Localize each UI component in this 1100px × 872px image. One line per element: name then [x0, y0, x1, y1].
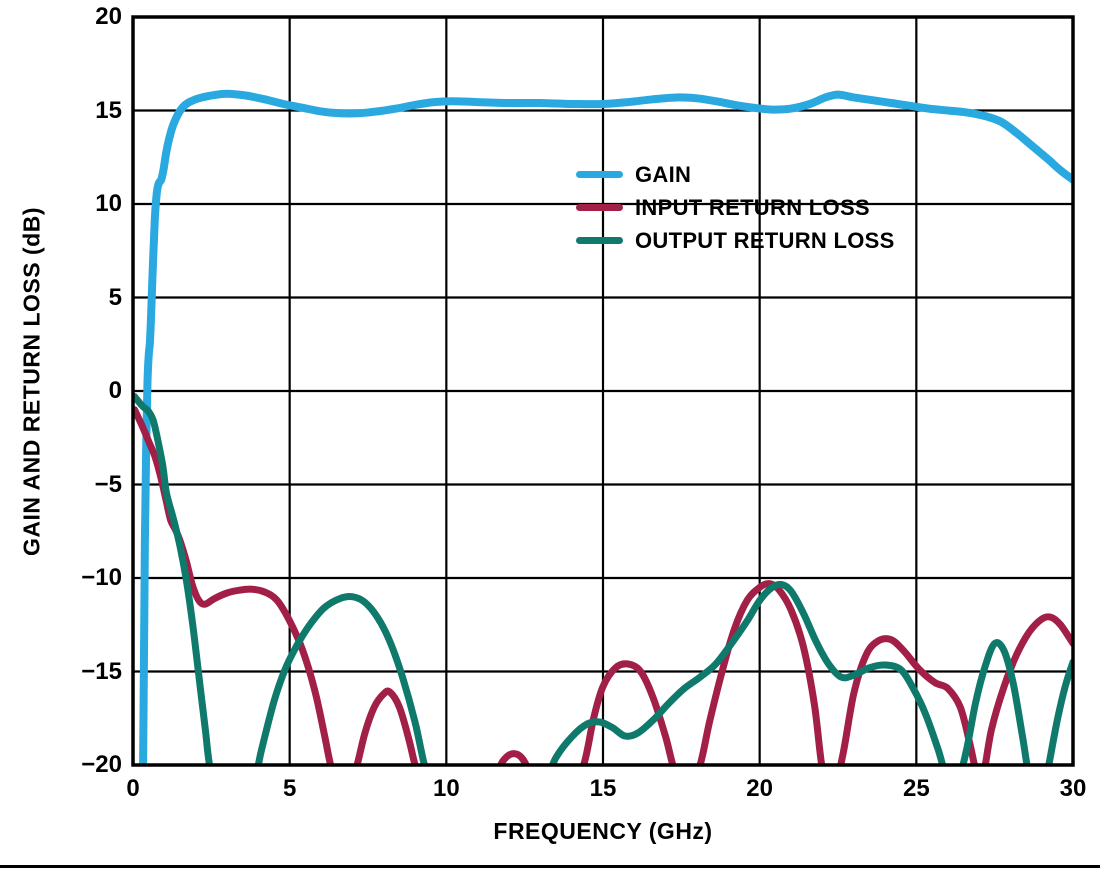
- legend-label-input-return-loss: INPUT RETURN LOSS: [635, 194, 870, 220]
- x-axis-title: FREQUENCY (GHz): [493, 818, 713, 844]
- legend: GAIN INPUT RETURN LOSS OUTPUT RETURN LOS…: [576, 158, 895, 257]
- x-tick-label: 15: [589, 775, 617, 802]
- y-tick-label: −20: [81, 751, 122, 778]
- x-tick-label: 20: [746, 775, 773, 802]
- legend-item-output-return-loss: OUTPUT RETURN LOSS: [576, 224, 895, 257]
- legend-label-output-return-loss: OUTPUT RETURN LOSS: [635, 227, 895, 253]
- series-line-gain: [139, 89, 1073, 765]
- y-tick-label: 10: [95, 190, 122, 217]
- x-tick-label: 30: [1059, 775, 1087, 802]
- y-tick-label: 20: [95, 3, 122, 30]
- output-return-loss-line-swatch-icon: [576, 237, 623, 244]
- legend-label-gain: GAIN: [635, 161, 692, 187]
- series-line-output-return-loss: [133, 393, 1073, 765]
- y-tick-label: −10: [81, 564, 122, 591]
- input-return-loss-line-swatch-icon: [576, 204, 623, 211]
- x-tick-label: 5: [282, 775, 297, 802]
- footer-divider: [0, 865, 1100, 868]
- gain-line-swatch-icon: [576, 171, 623, 178]
- y-tick-label: 5: [108, 283, 122, 311]
- series-line-input-return-loss: [133, 406, 1073, 765]
- y-tick-label: 0: [108, 377, 122, 404]
- x-tick-label: 10: [432, 775, 460, 802]
- y-tick-label: −5: [94, 470, 122, 498]
- y-tick-label: 15: [95, 96, 122, 124]
- x-tick-label: 25: [902, 775, 930, 802]
- legend-item-gain: GAIN: [576, 158, 895, 191]
- legend-item-input-return-loss: INPUT RETURN LOSS: [576, 191, 895, 224]
- y-tick-label: −15: [81, 657, 122, 685]
- x-tick-label: 0: [126, 775, 140, 802]
